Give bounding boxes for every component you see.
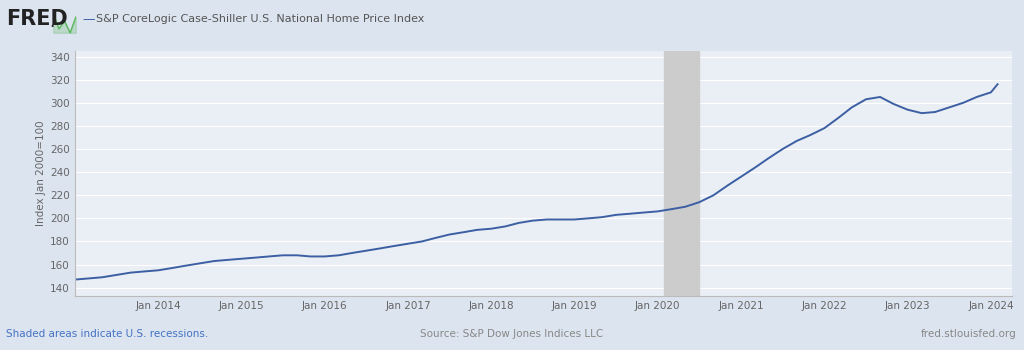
Bar	[665, 51, 699, 296]
Text: S&P CoreLogic Case-Shiller U.S. National Home Price Index: S&P CoreLogic Case-Shiller U.S. National…	[96, 14, 425, 24]
Text: Source: S&P Dow Jones Indices LLC: Source: S&P Dow Jones Indices LLC	[421, 329, 603, 339]
Text: fred.stlouisfed.org: fred.stlouisfed.org	[921, 329, 1017, 339]
Text: .: .	[49, 13, 54, 31]
Text: Shaded areas indicate U.S. recessions.: Shaded areas indicate U.S. recessions.	[6, 329, 209, 339]
Y-axis label: Index Jan 2000=100: Index Jan 2000=100	[36, 120, 46, 226]
Text: FRED: FRED	[6, 9, 68, 29]
Text: —: —	[82, 13, 94, 26]
